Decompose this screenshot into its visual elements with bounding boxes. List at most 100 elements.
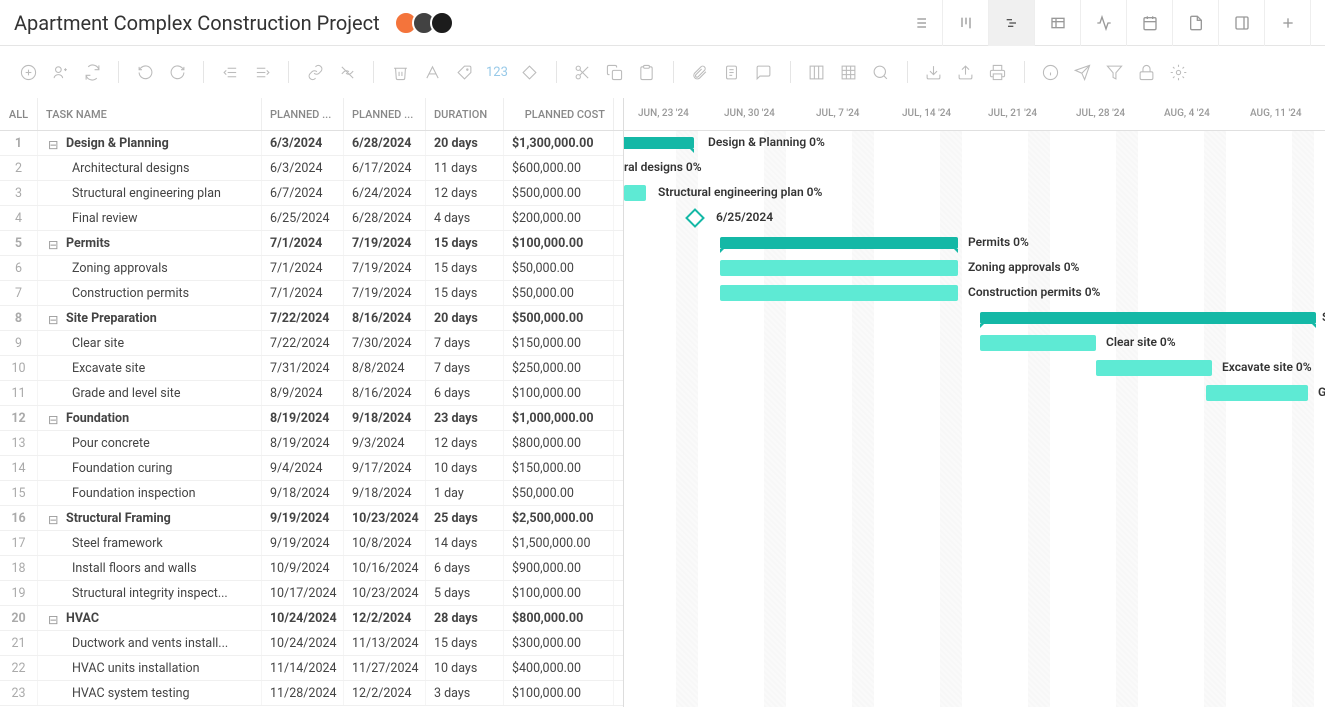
cell-dur[interactable]: 20 days bbox=[426, 306, 504, 330]
gantt-task-bar[interactable] bbox=[624, 185, 646, 201]
col-header-end[interactable]: PLANNED ... bbox=[344, 98, 426, 130]
task-name-cell[interactable]: ⊟Foundation bbox=[38, 406, 262, 430]
gantt-row[interactable] bbox=[624, 581, 1325, 606]
cell-cost[interactable]: $100,000.00 bbox=[504, 581, 614, 605]
collapse-icon[interactable]: ⊟ bbox=[48, 237, 60, 249]
table-row[interactable]: 1⊟Design & Planning6/3/20246/28/202420 d… bbox=[0, 131, 623, 156]
task-name-cell[interactable]: Steel framework bbox=[38, 531, 262, 555]
task-name-cell[interactable]: Install floors and walls bbox=[38, 556, 262, 580]
view-table-icon[interactable] bbox=[1035, 0, 1081, 46]
table-row[interactable]: 6Zoning approvals7/1/20247/19/202415 day… bbox=[0, 256, 623, 281]
info-icon[interactable] bbox=[1037, 58, 1065, 86]
add-user-icon[interactable] bbox=[46, 58, 74, 86]
gantt-row[interactable]: Design & Planning 0% bbox=[624, 131, 1325, 156]
cell-cost[interactable]: $100,000.00 bbox=[504, 681, 614, 705]
cell-dur[interactable]: 12 days bbox=[426, 181, 504, 205]
gantt-chart[interactable]: JUN, 23 '24JUN, 30 '24JUL, 7 '24JUL, 14 … bbox=[624, 98, 1325, 707]
cell-start[interactable]: 9/19/2024 bbox=[262, 506, 344, 530]
cell-end[interactable]: 8/8/2024 bbox=[344, 356, 426, 380]
paste-icon[interactable] bbox=[633, 58, 661, 86]
avatar-group[interactable] bbox=[394, 11, 454, 35]
table-row[interactable]: 9Clear site7/22/20247/30/20247 days$150,… bbox=[0, 331, 623, 356]
zoom-icon[interactable] bbox=[867, 58, 895, 86]
redo-icon[interactable] bbox=[163, 58, 191, 86]
note-icon[interactable] bbox=[718, 58, 746, 86]
table-row[interactable]: 13Pour concrete8/19/20249/3/202412 days$… bbox=[0, 431, 623, 456]
columns-icon[interactable] bbox=[803, 58, 831, 86]
cell-cost[interactable]: $150,000.00 bbox=[504, 331, 614, 355]
gantt-row[interactable]: Excavate site 0% bbox=[624, 356, 1325, 381]
tag-icon[interactable] bbox=[450, 58, 478, 86]
cell-end[interactable]: 12/2/2024 bbox=[344, 681, 426, 705]
collapse-icon[interactable]: ⊟ bbox=[48, 612, 60, 624]
cell-end[interactable]: 8/16/2024 bbox=[344, 306, 426, 330]
cell-dur[interactable]: 10 days bbox=[426, 656, 504, 680]
table-row[interactable]: 4Final review6/25/20246/28/20244 days$20… bbox=[0, 206, 623, 231]
task-name-cell[interactable]: Foundation curing bbox=[38, 456, 262, 480]
refresh-icon[interactable] bbox=[78, 58, 106, 86]
table-row[interactable]: 21Ductwork and vents install...10/24/202… bbox=[0, 631, 623, 656]
cell-cost[interactable]: $900,000.00 bbox=[504, 556, 614, 580]
cell-start[interactable]: 9/19/2024 bbox=[262, 531, 344, 555]
cell-dur[interactable]: 25 days bbox=[426, 506, 504, 530]
cell-end[interactable]: 7/19/2024 bbox=[344, 231, 426, 255]
view-panel-icon[interactable] bbox=[1219, 0, 1265, 46]
project-title[interactable]: Apartment Complex Construction Project bbox=[14, 11, 380, 35]
cell-dur[interactable]: 7 days bbox=[426, 331, 504, 355]
gantt-row[interactable] bbox=[624, 631, 1325, 656]
table-row[interactable]: 18Install floors and walls10/9/202410/16… bbox=[0, 556, 623, 581]
view-gantt-icon[interactable] bbox=[989, 0, 1035, 46]
cell-start[interactable]: 8/19/2024 bbox=[262, 406, 344, 430]
table-row[interactable]: 5⊟Permits7/1/20247/19/202415 days$100,00… bbox=[0, 231, 623, 256]
gantt-row[interactable]: Zoning approvals 0% bbox=[624, 256, 1325, 281]
cell-dur[interactable]: 28 days bbox=[426, 606, 504, 630]
cell-dur[interactable]: 5 days bbox=[426, 581, 504, 605]
col-header-start[interactable]: PLANNED ... bbox=[262, 98, 344, 130]
gantt-summary-bar[interactable] bbox=[624, 137, 694, 149]
gantt-row[interactable] bbox=[624, 606, 1325, 631]
cell-dur[interactable]: 1 day bbox=[426, 481, 504, 505]
link-icon[interactable] bbox=[301, 58, 329, 86]
view-file-icon[interactable] bbox=[1173, 0, 1219, 46]
settings-icon[interactable] bbox=[1165, 58, 1193, 86]
cell-end[interactable]: 10/16/2024 bbox=[344, 556, 426, 580]
cell-start[interactable]: 7/22/2024 bbox=[262, 331, 344, 355]
task-name-cell[interactable]: HVAC system testing bbox=[38, 681, 262, 705]
cell-dur[interactable]: 7 days bbox=[426, 356, 504, 380]
cell-cost[interactable]: $250,000.00 bbox=[504, 356, 614, 380]
cell-start[interactable]: 8/19/2024 bbox=[262, 431, 344, 455]
gantt-row[interactable]: Clear site 0% bbox=[624, 331, 1325, 356]
cell-end[interactable]: 10/23/2024 bbox=[344, 581, 426, 605]
cell-end[interactable]: 12/2/2024 bbox=[344, 606, 426, 630]
cell-end[interactable]: 6/24/2024 bbox=[344, 181, 426, 205]
cell-dur[interactable]: 14 days bbox=[426, 531, 504, 555]
gantt-task-bar[interactable] bbox=[720, 285, 958, 301]
cell-dur[interactable]: 3 days bbox=[426, 681, 504, 705]
table-row[interactable]: 2Architectural designs6/3/20246/17/20241… bbox=[0, 156, 623, 181]
send-icon[interactable] bbox=[1069, 58, 1097, 86]
gantt-row[interactable] bbox=[624, 531, 1325, 556]
task-name-cell[interactable]: Foundation inspection bbox=[38, 481, 262, 505]
cell-end[interactable]: 9/18/2024 bbox=[344, 481, 426, 505]
table-row[interactable]: 17Steel framework9/19/202410/8/202414 da… bbox=[0, 531, 623, 556]
cell-start[interactable]: 7/1/2024 bbox=[262, 281, 344, 305]
export-icon[interactable] bbox=[952, 58, 980, 86]
task-name-cell[interactable]: ⊟Site Preparation bbox=[38, 306, 262, 330]
cell-end[interactable]: 10/23/2024 bbox=[344, 506, 426, 530]
gantt-row[interactable]: Construction permits 0% bbox=[624, 281, 1325, 306]
task-name-cell[interactable]: Ductwork and vents install... bbox=[38, 631, 262, 655]
cell-cost[interactable]: $400,000.00 bbox=[504, 656, 614, 680]
cell-start[interactable]: 8/9/2024 bbox=[262, 381, 344, 405]
table-row[interactable]: 15Foundation inspection9/18/20249/18/202… bbox=[0, 481, 623, 506]
cell-end[interactable]: 6/28/2024 bbox=[344, 206, 426, 230]
delete-icon[interactable] bbox=[386, 58, 414, 86]
cell-start[interactable]: 10/9/2024 bbox=[262, 556, 344, 580]
cell-cost[interactable]: $1,500,000.00 bbox=[504, 531, 614, 555]
cell-start[interactable]: 7/31/2024 bbox=[262, 356, 344, 380]
gantt-milestone[interactable] bbox=[685, 208, 705, 228]
gantt-row[interactable] bbox=[624, 456, 1325, 481]
cell-start[interactable]: 11/28/2024 bbox=[262, 681, 344, 705]
cell-start[interactable]: 6/7/2024 bbox=[262, 181, 344, 205]
col-header-duration[interactable]: DURATION bbox=[426, 98, 504, 130]
number-text[interactable]: 123 bbox=[482, 65, 512, 80]
